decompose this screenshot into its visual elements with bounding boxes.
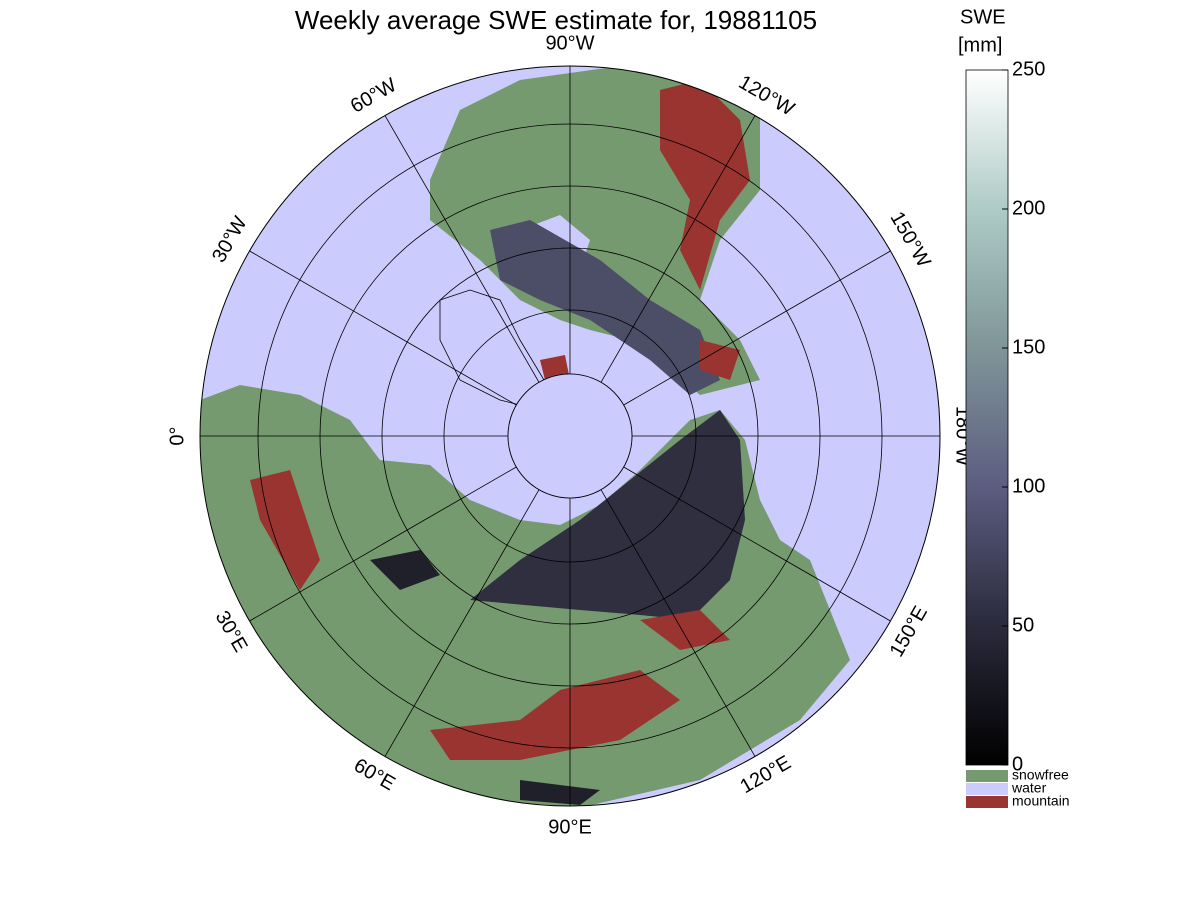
longitude-label: 0° [166,426,188,445]
class-label: snowfree [1012,767,1069,783]
class-swatch [966,783,1008,795]
meridian [623,466,891,622]
class-label: water [1011,780,1047,796]
longitude-label: 90°E [548,816,592,838]
mountains [250,80,750,760]
siberia-snow [470,410,745,620]
meridian [623,250,891,406]
colorbar-tick-label: 250 [1012,58,1045,80]
colorbar-tick-label: 200 [1012,197,1045,219]
colorbar-tick-label: 150 [1012,336,1045,358]
class-swatch [966,770,1008,782]
meridian [384,489,540,757]
meridian [600,489,756,757]
class-label: mountain [1012,793,1070,809]
canada-snow [490,220,720,395]
map [200,66,940,806]
meridian [249,466,517,622]
longitude-label: 90°W [545,32,594,54]
meridian [249,250,517,406]
colorbar-tick-label: 50 [1012,614,1034,636]
meridian [384,115,540,383]
class-swatch [966,796,1008,808]
title: Weekly average SWE estimate for, 1988110… [295,5,817,35]
meridian [600,115,756,383]
europe-snow [370,550,600,805]
colorbar-tick-label: 100 [1012,475,1045,497]
colorbar-tick-label: 0 [1012,753,1023,775]
pole-hole [507,373,633,499]
meridians [200,66,940,806]
colorbar-title: [mm] [958,34,1002,56]
colorbar-title: SWE [960,6,1006,28]
colorbar [965,69,1009,766]
map-border [199,65,941,807]
